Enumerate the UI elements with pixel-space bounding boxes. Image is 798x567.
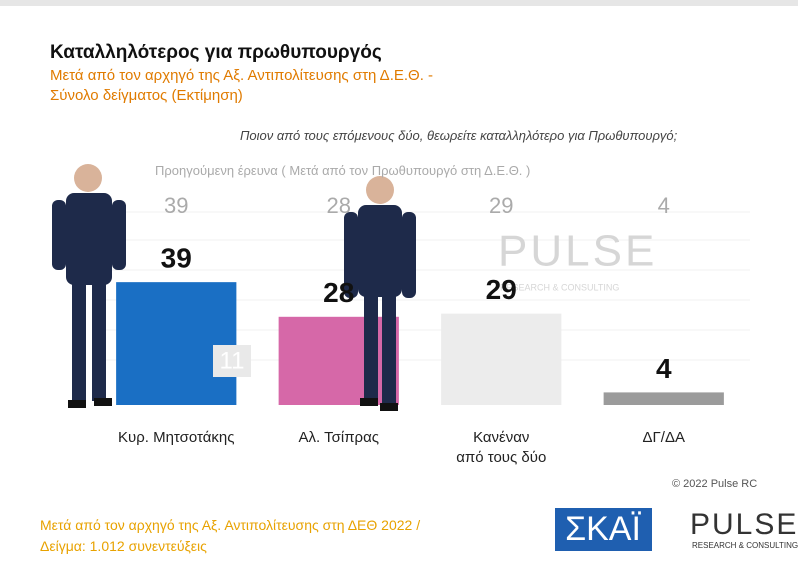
previous-value: 39 xyxy=(164,193,188,218)
category-label: ΔΓ/ΔΑ xyxy=(642,429,685,446)
previous-label: Προηγούμενη έρευνα ( Μετά από τον Πρωθυπ… xyxy=(155,163,531,178)
pulse-logo: PULSE xyxy=(690,508,798,541)
bar xyxy=(278,316,399,405)
category-label: Αλ. Τσίπρας xyxy=(298,429,379,446)
top-strip xyxy=(0,0,798,6)
bar xyxy=(603,392,724,405)
previous-value: 4 xyxy=(658,193,670,218)
title: Καταλληλότερος για πρωθυπουργός xyxy=(50,42,382,63)
person-left xyxy=(52,164,126,408)
bar xyxy=(116,282,237,405)
annotation: 11 xyxy=(220,347,245,374)
footer: Μετά από τον αρχηγό της Αξ. Αντιπολίτευσ… xyxy=(40,517,421,554)
person-right xyxy=(344,176,416,411)
pulse-logo-sub: RESEARCH & CONSULTING xyxy=(692,541,798,550)
skai-logo-text: ΣΚΑΪ xyxy=(565,510,641,548)
bar xyxy=(441,313,562,405)
value-label: 39 xyxy=(161,243,192,274)
category-label: Κυρ. Μητσοτάκης xyxy=(118,429,235,446)
previous-value: 29 xyxy=(489,193,513,218)
annotation-box xyxy=(213,345,251,377)
value-label: 29 xyxy=(486,274,517,305)
subtitle: Μετά από τον αρχηγό της Αξ. Αντιπολίτευσ… xyxy=(50,67,434,104)
skai-logo xyxy=(555,508,652,551)
value-label: 28 xyxy=(323,277,354,308)
watermark: PULSE xyxy=(498,227,657,276)
value-label: 4 xyxy=(656,353,672,384)
category-label: Κανέναν από τους δύο xyxy=(456,429,547,466)
question: Ποιον από τους επόμενους δύο, θεωρείτε κ… xyxy=(240,128,678,143)
copyright: © 2022 Pulse RC xyxy=(672,478,758,490)
previous-value: 28 xyxy=(327,193,351,218)
watermark-sub: RESEARCH & CONSULTING xyxy=(500,282,619,292)
